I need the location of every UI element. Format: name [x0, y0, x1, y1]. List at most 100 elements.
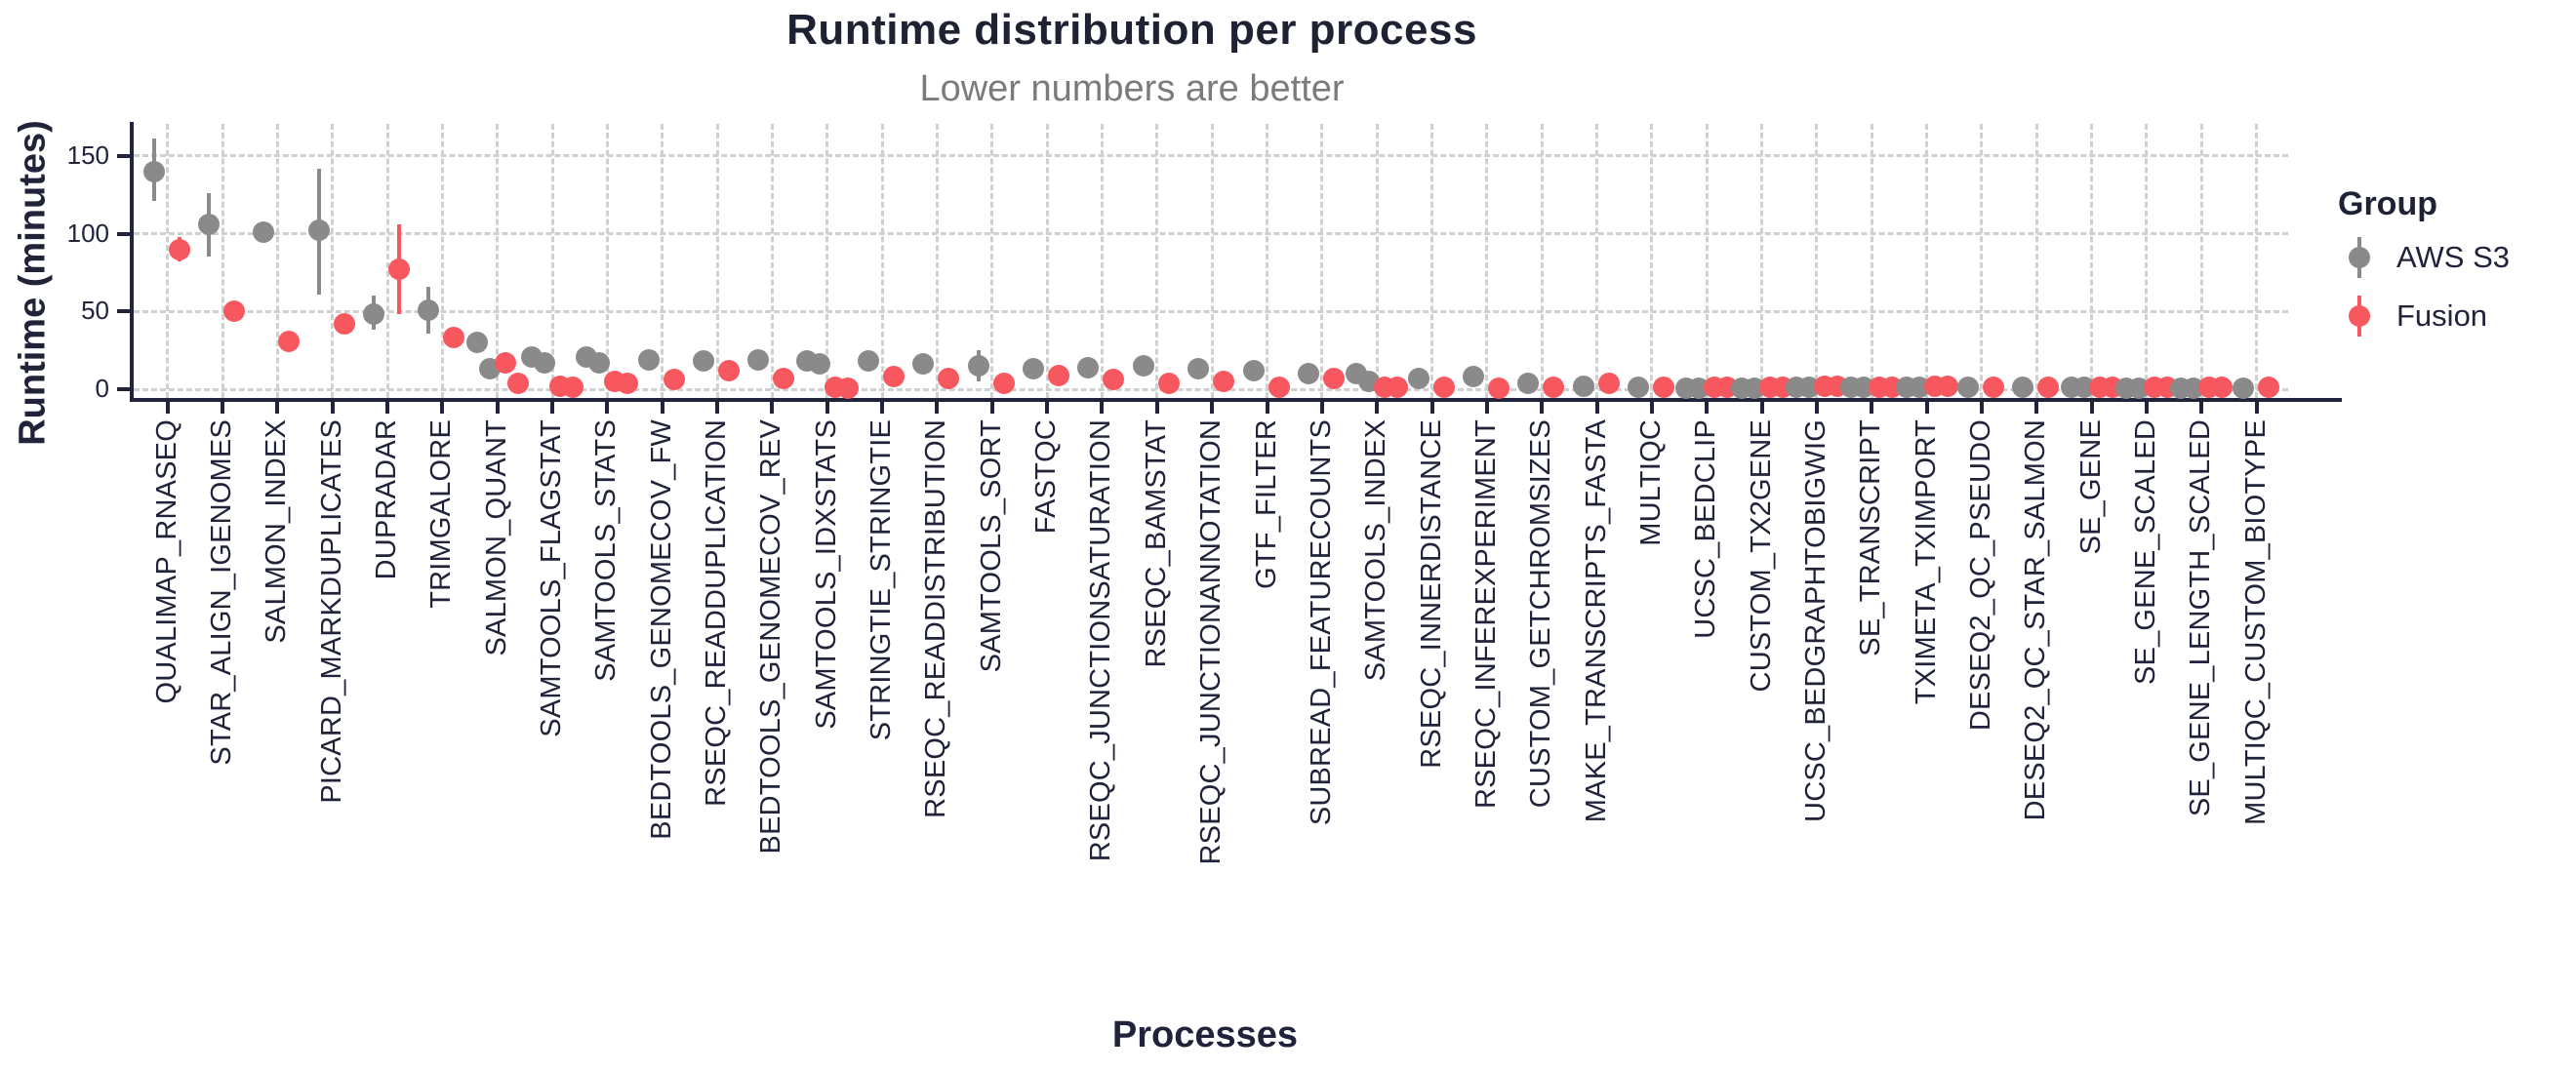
grid-line-vertical: [1155, 124, 1159, 398]
grid-line-vertical: [1485, 124, 1489, 398]
x-tick-label-text: PICARD_MARKDUPLICATES: [315, 419, 347, 804]
y-tick-label: 100: [66, 218, 109, 248]
y-tick-label: 150: [66, 139, 109, 170]
x-tick-label: RSEQC_INFEREXPERIMENT: [1470, 419, 1503, 809]
x-tick-label: FASTQC: [1030, 419, 1063, 534]
x-tick-label-text: SAMTOOLS_INDEX: [1360, 419, 1392, 682]
x-axis-line: [130, 398, 2342, 402]
x-tick-mark: [440, 402, 445, 414]
x-tick-mark: [1814, 402, 1819, 414]
data-point-fusion: [1322, 367, 1345, 389]
x-tick-label-text: FASTQC: [1030, 419, 1063, 535]
data-point-fusion: [992, 372, 1015, 394]
data-point-aws-s3: [465, 332, 488, 354]
x-tick-mark: [1540, 402, 1545, 414]
x-tick-label: SE_GENE_LENGTH_SCALED: [2185, 419, 2217, 816]
data-point-fusion: [2211, 376, 2234, 398]
x-tick-mark: [165, 402, 170, 414]
x-tick-mark: [880, 402, 885, 414]
data-point-aws-s3: [1242, 359, 1265, 381]
data-point-fusion: [1268, 377, 1290, 399]
grid-line-vertical: [825, 124, 829, 398]
x-tick-label-text: SE_GENE_SCALED: [2129, 419, 2161, 685]
grid-line-vertical: [1870, 124, 1873, 398]
data-point-fusion: [506, 372, 529, 394]
x-tick-label: CUSTOM_GETCHROMSIZES: [1525, 419, 1557, 808]
grid-line-vertical: [1210, 124, 1214, 398]
x-tick-mark: [1870, 402, 1874, 414]
x-tick-label: GTF_FILTER: [1251, 419, 1283, 589]
x-tick-mark: [1484, 402, 1489, 414]
x-tick-label-text: RSEQC_READDUPLICATION: [701, 419, 733, 807]
grid-line-vertical: [2199, 124, 2203, 398]
grid-line-vertical: [990, 124, 994, 398]
x-tick-label-text: RSEQC_BAMSTAT: [1140, 419, 1172, 668]
data-point-fusion: [718, 359, 741, 381]
x-tick-label: QUALIMAP_RNASEQ: [151, 419, 183, 703]
x-tick-mark: [2034, 402, 2039, 414]
data-point-fusion: [1936, 375, 1958, 397]
x-tick-label-text: CUSTOM_GETCHROMSIZES: [1525, 419, 1557, 809]
data-point-aws-s3: [363, 303, 385, 326]
data-point-aws-s3: [1132, 355, 1154, 378]
grid-line-vertical: [275, 124, 279, 398]
data-point-fusion: [443, 327, 465, 349]
x-tick-mark: [330, 402, 335, 414]
data-point-fusion: [494, 351, 516, 374]
x-tick-mark: [605, 402, 610, 414]
x-tick-label-text: MULTIQC: [1634, 419, 1667, 546]
x-tick-mark: [1100, 402, 1105, 414]
x-tick-mark: [1429, 402, 1434, 414]
x-tick-mark: [2199, 402, 2204, 414]
x-tick-mark: [715, 402, 720, 414]
x-tick-label-text: MULTIQC_CUSTOM_BIOTYPE: [2239, 419, 2272, 825]
x-tick-label: SE_GENE_SCALED: [2130, 419, 2162, 685]
x-tick-mark: [495, 402, 500, 414]
x-tick-mark: [1375, 402, 1380, 414]
grid-line-vertical: [1595, 124, 1599, 398]
grid-line-vertical: [331, 124, 335, 398]
data-point-fusion: [168, 238, 190, 260]
x-tick-label: SAMTOOLS_FLAGSTAT: [536, 419, 568, 737]
y-tick-label: 0: [95, 374, 109, 403]
x-tick-label: MULTIQC_CUSTOM_BIOTYPE: [2240, 419, 2273, 825]
data-point-aws-s3: [747, 348, 770, 371]
x-tick-label-text: SUBREAD_FEATURECOUNTS: [1305, 419, 1337, 826]
x-tick-label: CUSTOM_TX2GENE: [1746, 419, 1778, 692]
x-tick-mark: [1045, 402, 1050, 414]
grid-line-vertical: [1266, 124, 1268, 398]
grid-line-vertical: [1760, 124, 1764, 398]
grid-line-vertical: [496, 124, 500, 398]
x-tick-label-text: UCSC_BEDCLIP: [1690, 419, 1722, 639]
x-tick-label-text: SAMTOOLS_STATS: [590, 419, 623, 682]
x-tick-label-text: GTF_FILTER: [1250, 419, 1282, 589]
data-point-aws-s3: [967, 355, 989, 378]
x-tick-mark: [825, 402, 829, 414]
data-point-aws-s3: [1187, 358, 1210, 380]
data-point-aws-s3: [1077, 356, 1100, 378]
data-point-fusion: [223, 300, 246, 323]
x-tick-label-text: MAKE_TRANSCRIPTS_FASTA: [1580, 419, 1612, 823]
x-tick-mark: [550, 402, 555, 414]
x-tick-label: UCSC_BEDCLIP: [1690, 419, 1722, 639]
x-tick-label: SE_TRANSCRIPT: [1855, 419, 1887, 656]
data-point-aws-s3: [418, 298, 440, 321]
data-point-fusion: [562, 377, 584, 399]
x-tick-mark: [1924, 402, 1929, 414]
x-tick-label-text: SAMTOOLS_FLAGSTAT: [536, 419, 568, 737]
y-tick-mark: [117, 231, 130, 236]
x-tick-mark: [1705, 402, 1710, 414]
x-tick-mark: [935, 402, 940, 414]
grid-line-vertical: [1045, 124, 1049, 398]
data-point-fusion: [1652, 376, 1674, 398]
x-tick-label-text: RSEQC_JUNCTIONANNOTATION: [1195, 419, 1228, 865]
data-point-aws-s3: [2012, 377, 2034, 399]
grid-line-vertical: [550, 124, 554, 398]
x-tick-label: RSEQC_READDUPLICATION: [701, 419, 733, 807]
data-point-fusion: [1103, 369, 1125, 391]
grid-line-vertical: [935, 124, 939, 398]
x-tick-label: RSEQC_JUNCTIONANNOTATION: [1195, 419, 1228, 864]
x-tick-label: STRINGTIE_STRINGTIE: [865, 419, 898, 740]
grid-line-vertical: [880, 124, 884, 398]
x-tick-label-text: QUALIMAP_RNASEQ: [150, 419, 182, 704]
